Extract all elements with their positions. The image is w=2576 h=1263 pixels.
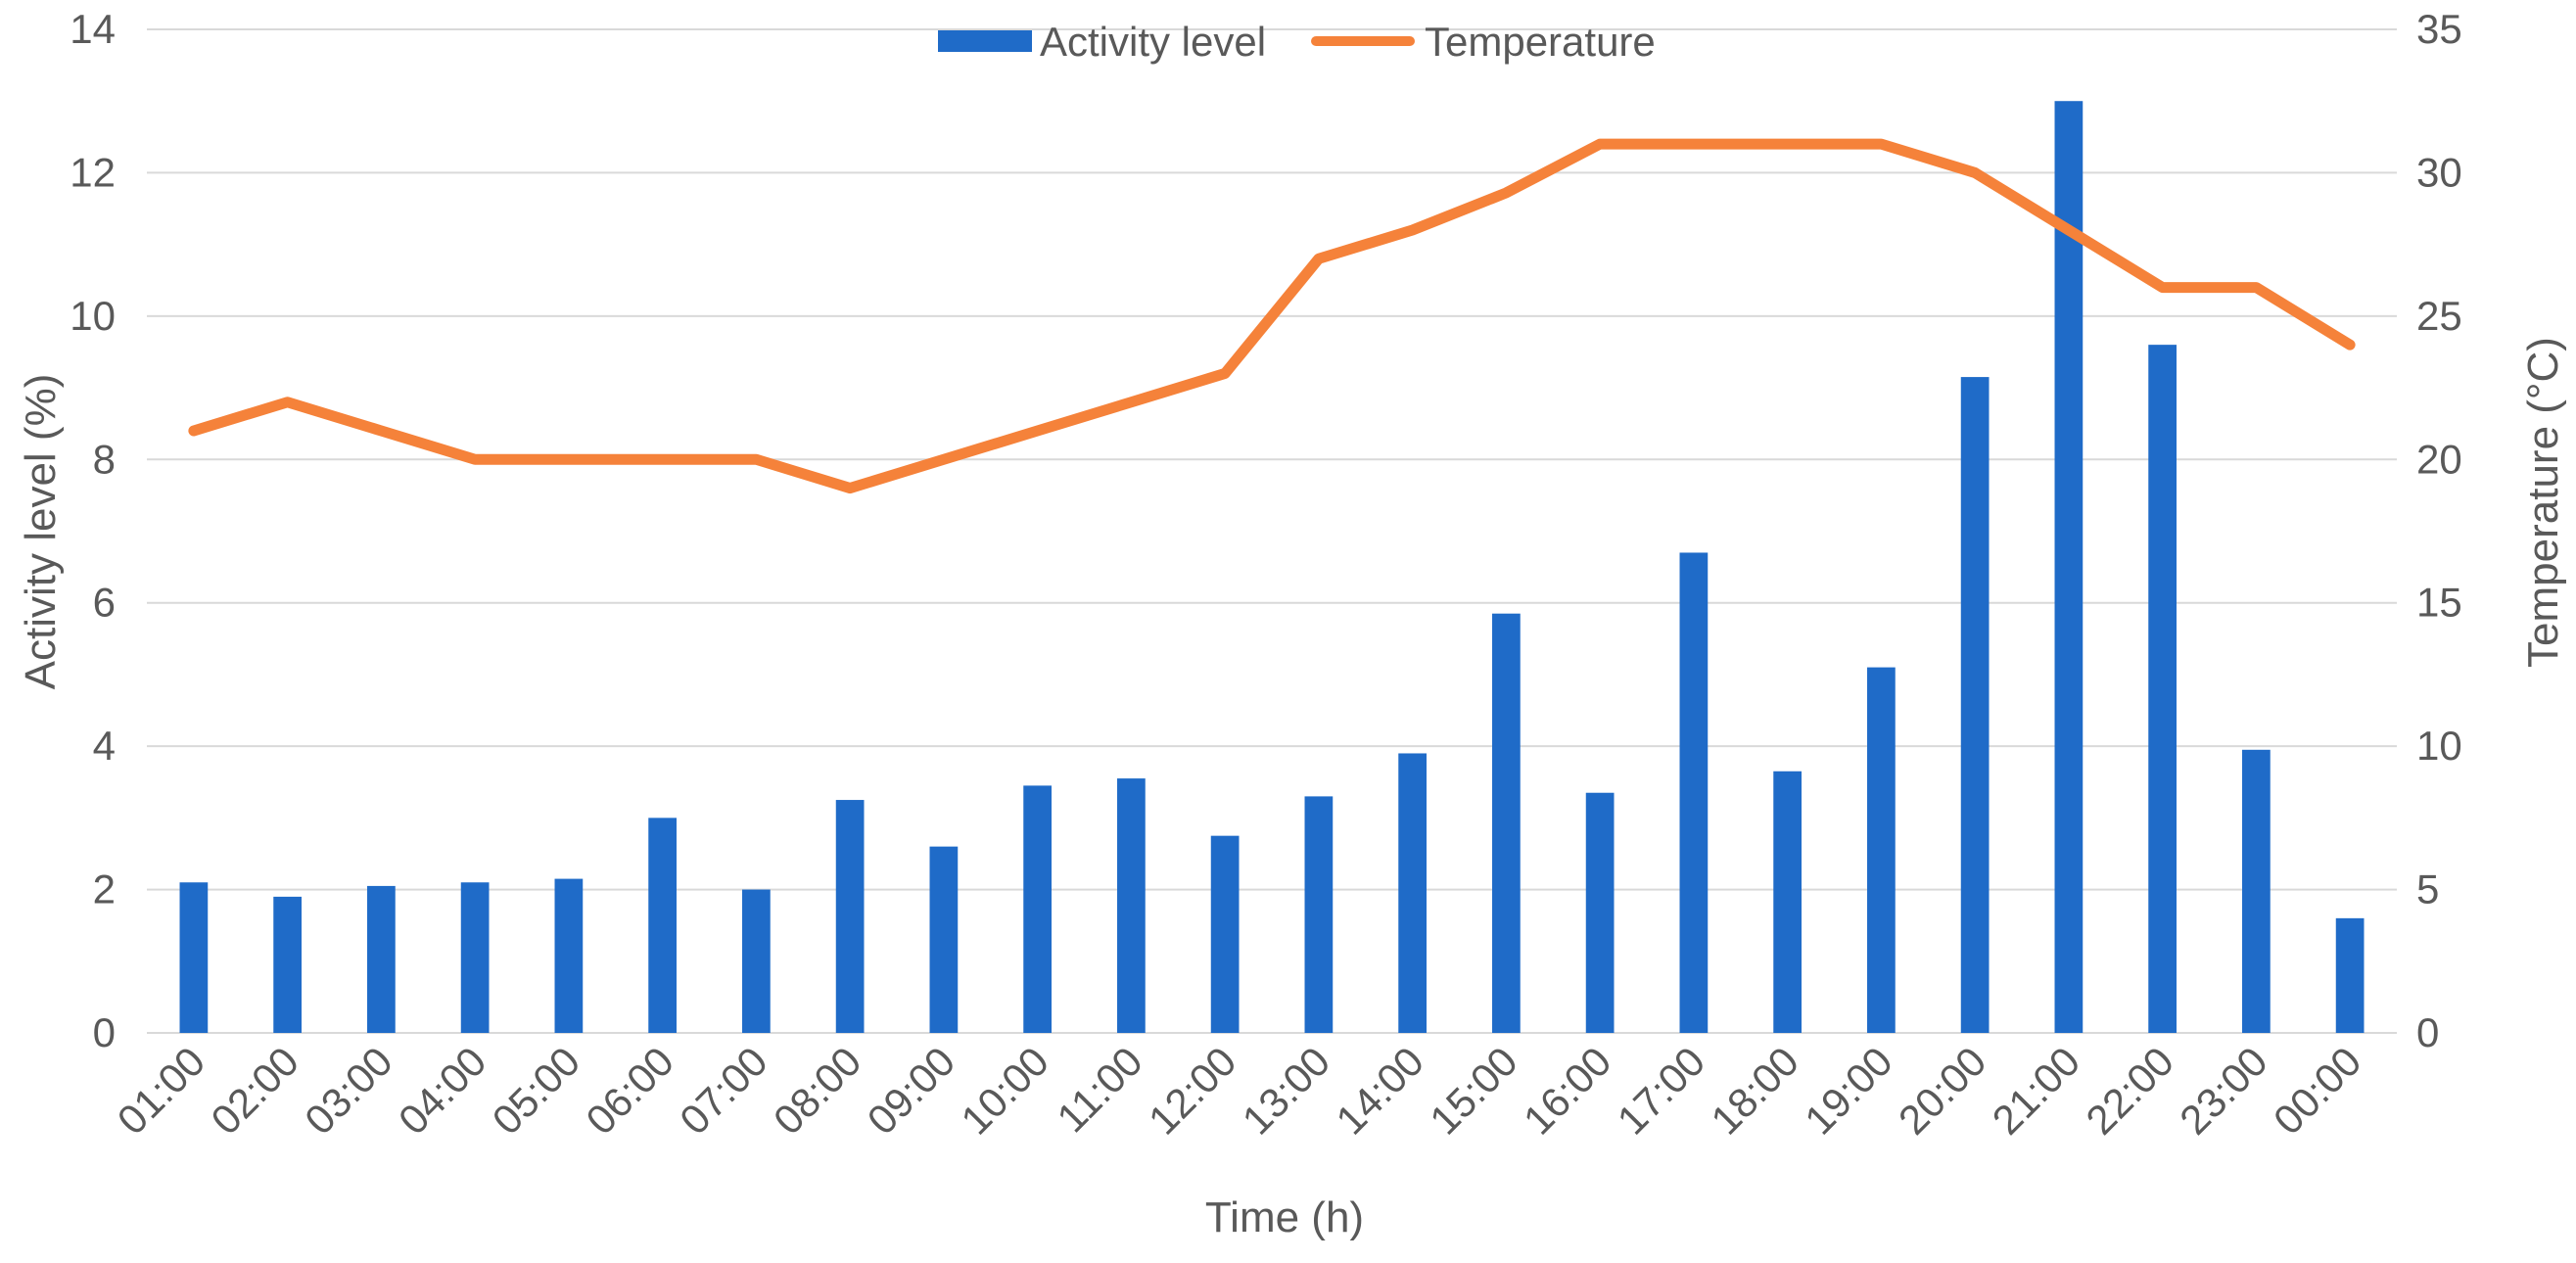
activity-bar bbox=[929, 846, 959, 1033]
activity-bar bbox=[1585, 792, 1615, 1033]
y-tick-label: 12 bbox=[70, 149, 116, 195]
activity-bar bbox=[1492, 613, 1521, 1033]
x-tick-label: 11:00 bbox=[1048, 1038, 1150, 1141]
x-tick-label: 02:00 bbox=[202, 1038, 307, 1144]
activity-bar bbox=[554, 878, 584, 1033]
activity-bar bbox=[1773, 771, 1802, 1033]
x-tick-label: 10:00 bbox=[952, 1038, 1057, 1144]
y2-tick-label: 30 bbox=[2416, 149, 2462, 195]
y2-tick-label: 10 bbox=[2416, 723, 2462, 769]
x-tick-label: 20:00 bbox=[1890, 1038, 1995, 1144]
activity-bar bbox=[1867, 667, 1896, 1033]
x-tick-label: 07:00 bbox=[671, 1038, 776, 1144]
activity-bar bbox=[1117, 778, 1146, 1033]
x-tick-label: 23:00 bbox=[2171, 1038, 2276, 1144]
y-tick-label: 2 bbox=[93, 866, 116, 912]
activity-bar bbox=[1398, 753, 1427, 1033]
activity-bars bbox=[179, 101, 2365, 1034]
x-tick-label: 08:00 bbox=[765, 1038, 870, 1144]
x-tick-label: 15:00 bbox=[1421, 1038, 1526, 1144]
y2-axis-title: Temperature (°C) bbox=[2519, 337, 2567, 668]
x-tick-label: 21:00 bbox=[1984, 1038, 2089, 1144]
temperature-line bbox=[188, 138, 2356, 494]
activity-bar bbox=[648, 818, 677, 1033]
x-tick-label: 03:00 bbox=[296, 1038, 401, 1144]
activity-bar bbox=[367, 885, 396, 1033]
y2-tick-label: 20 bbox=[2416, 436, 2462, 482]
temperature-line-group bbox=[188, 138, 2356, 494]
y2-tick-label: 15 bbox=[2416, 580, 2462, 626]
x-tick-label: 13:00 bbox=[1234, 1038, 1339, 1144]
y-tick-label: 0 bbox=[93, 1009, 116, 1055]
x-tick-label: 00:00 bbox=[2265, 1038, 2370, 1144]
axes: 0 2 4 6 8 10 12 14 0 5 10 15 20 25 30 35 01:0002:0003:00… bbox=[70, 6, 2461, 1144]
x-tick-label: 06:00 bbox=[577, 1038, 682, 1144]
legend-activity-label: Activity level bbox=[1040, 19, 1266, 65]
y2-tick-label: 35 bbox=[2416, 6, 2462, 52]
activity-bar bbox=[835, 800, 865, 1033]
x-axis-title: Time (h) bbox=[1205, 1193, 1364, 1241]
x-tick-label: 05:00 bbox=[484, 1038, 589, 1144]
activity-bar bbox=[1960, 377, 1990, 1033]
x-tick-label: 17:00 bbox=[1609, 1038, 1714, 1144]
x-tick-label: 04:00 bbox=[390, 1038, 495, 1144]
x-tick-label: 16:00 bbox=[1515, 1038, 1620, 1144]
activity-bar bbox=[273, 896, 302, 1033]
activity-bar bbox=[1304, 796, 1334, 1033]
activity-bar bbox=[2242, 749, 2271, 1033]
x-tick-label: 14:00 bbox=[1327, 1038, 1432, 1144]
activity-bar bbox=[179, 882, 209, 1033]
activity-bar bbox=[2148, 345, 2177, 1034]
y-tick-label: 4 bbox=[93, 723, 116, 769]
activity-bar bbox=[1023, 785, 1052, 1033]
y-tick-label: 6 bbox=[93, 580, 116, 626]
legend-temperature-label: Temperature bbox=[1425, 19, 1656, 65]
x-tick-label: 01:00 bbox=[109, 1038, 214, 1144]
x-tick-label: 09:00 bbox=[859, 1038, 964, 1144]
y-tick-label: 10 bbox=[70, 293, 116, 339]
activity-bar bbox=[2335, 917, 2365, 1033]
legend: Activity level Temperature bbox=[938, 19, 1656, 65]
y-tick-label: 8 bbox=[93, 436, 116, 482]
activity-bar bbox=[2054, 101, 2084, 1033]
x-tick-label: 22:00 bbox=[2077, 1038, 2182, 1144]
y-tick-label: 14 bbox=[70, 6, 116, 52]
x-tick-label: 18:00 bbox=[1702, 1038, 1807, 1144]
x-tick-label: 19:00 bbox=[1796, 1038, 1901, 1144]
legend-activity-swatch bbox=[938, 30, 1032, 52]
activity-bar bbox=[1210, 835, 1240, 1033]
y2-tick-label: 5 bbox=[2416, 866, 2439, 912]
activity-bar bbox=[460, 882, 490, 1033]
y2-tick-label: 25 bbox=[2416, 293, 2462, 339]
y2-tick-label: 0 bbox=[2416, 1009, 2439, 1055]
y-axis-title: Activity level (%) bbox=[17, 374, 65, 690]
activity-bar bbox=[742, 889, 771, 1033]
activity-bar bbox=[1679, 552, 1709, 1033]
x-tick-label: 12:00 bbox=[1140, 1038, 1245, 1144]
